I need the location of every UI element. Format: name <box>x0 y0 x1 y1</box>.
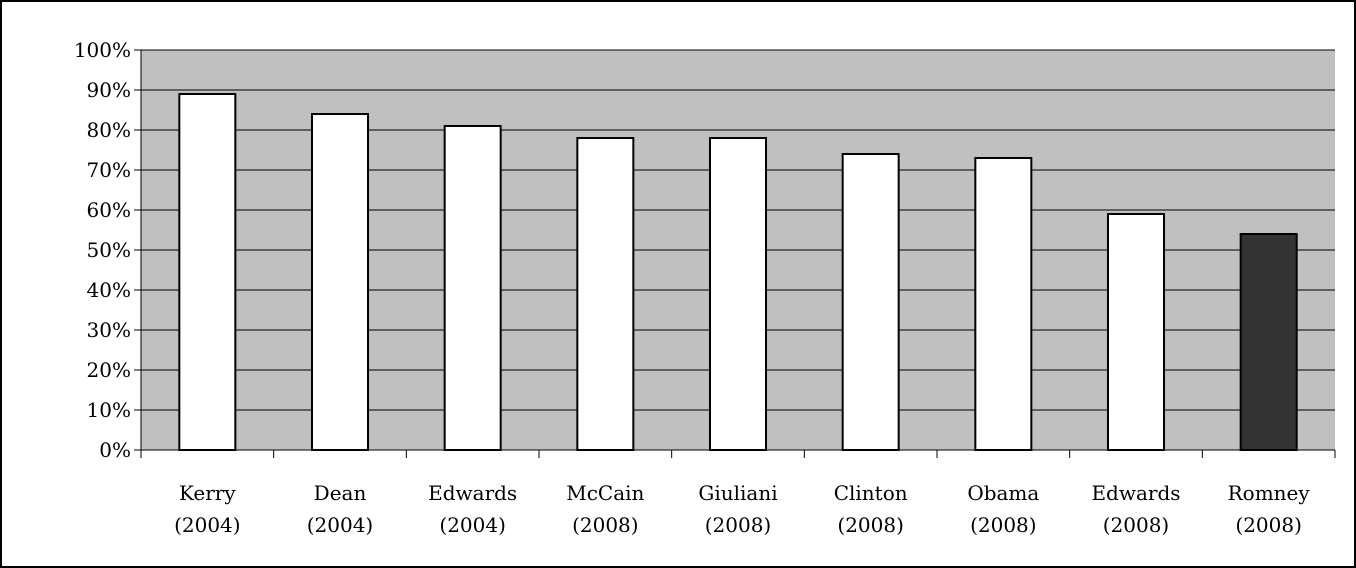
y-tick-label: 0% <box>99 438 131 462</box>
x-category-label: (2008) <box>572 513 639 537</box>
x-category-label: McCain <box>566 481 644 505</box>
y-tick-label: 40% <box>87 278 131 302</box>
bar <box>311 113 369 451</box>
y-tick-label: 80% <box>87 118 131 142</box>
y-tick-label: 60% <box>87 198 131 222</box>
x-category-label: (2008) <box>837 513 904 537</box>
x-category-label: (2008) <box>1103 513 1170 537</box>
bar <box>974 157 1033 451</box>
bar <box>576 137 635 451</box>
bar <box>841 153 900 451</box>
x-category-label: Clinton <box>834 481 908 505</box>
x-axis-labels: Kerry (2004) Dean (2004) Edwards (2004) McCain… <box>174 481 1310 537</box>
bar <box>178 93 237 451</box>
x-category-label: (2008) <box>705 513 772 537</box>
x-category-label: Kerry <box>179 481 236 505</box>
y-tick-label: 10% <box>87 398 131 422</box>
x-category-label: (2004) <box>439 513 506 537</box>
y-tick-label: 70% <box>87 158 131 182</box>
x-category-label: (2004) <box>174 513 241 537</box>
y-tick-label: 100% <box>74 38 131 62</box>
x-category-label: Dean <box>314 481 367 505</box>
x-category-label: Romney <box>1228 481 1311 505</box>
y-axis-ticks: 0% 10% 20% 30% 40% 50% 60% 70% 80% 90% 100% <box>74 38 141 462</box>
bar <box>1239 233 1298 451</box>
x-category-label: Giuliani <box>698 481 777 505</box>
x-category-label: Obama <box>967 481 1039 505</box>
y-tick-label: 20% <box>87 358 131 382</box>
bar <box>709 137 767 451</box>
x-category-label: Edwards <box>428 481 517 505</box>
x-category-label: (2008) <box>970 513 1037 537</box>
y-tick-label: 30% <box>87 318 131 342</box>
y-tick-label: 90% <box>87 78 131 102</box>
x-category-label: (2008) <box>1235 513 1302 537</box>
bar <box>443 125 502 451</box>
y-tick-label: 50% <box>87 238 131 262</box>
x-category-label: Edwards <box>1091 481 1180 505</box>
bars <box>178 93 1298 451</box>
x-category-label: (2004) <box>307 513 374 537</box>
bar <box>1107 213 1165 451</box>
